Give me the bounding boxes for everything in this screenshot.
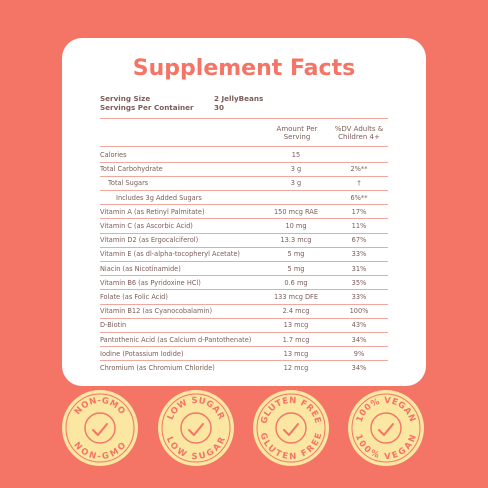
divider xyxy=(100,146,388,147)
badge-inner xyxy=(84,412,116,444)
nutrient-name: Pantothenic Acid (as Calcium d-Pantothen… xyxy=(100,335,252,344)
nutrient-name: Niacin (as Nicotinamide) xyxy=(100,264,181,273)
amount: 133 mcg DFE xyxy=(273,293,319,301)
facts-card xyxy=(62,38,426,386)
amount: 15 xyxy=(291,151,301,159)
badge-inner xyxy=(180,412,212,444)
divider xyxy=(100,289,388,291)
title: Supplement Facts xyxy=(132,56,356,81)
divider xyxy=(100,232,388,234)
badge-ring xyxy=(161,393,231,463)
nutrient-name: Vitamin E (as dl-alpha-tocopheryl Acetat… xyxy=(100,250,240,259)
badge-icon xyxy=(92,423,108,436)
divider xyxy=(100,246,388,248)
badge xyxy=(62,390,138,466)
badge-icon xyxy=(188,423,204,436)
badge xyxy=(253,390,329,466)
nutrient-name: Vitamin C (as Ascorbic Acid) xyxy=(100,222,193,230)
amount: 3 g xyxy=(290,179,302,188)
daily-value: 67% xyxy=(351,236,367,245)
badge-icon xyxy=(378,423,394,436)
divider xyxy=(100,275,388,277)
badge xyxy=(158,390,234,466)
nutrient-name: Folate (as Folic Acid) xyxy=(100,293,168,301)
nutrient-name: Chromium (as Chromium Chloride) xyxy=(100,364,215,372)
daily-value: 17% xyxy=(351,207,367,216)
divider xyxy=(100,118,388,119)
daily-value: 6%** xyxy=(350,193,368,202)
nutrient-name: Vitamin B6 (as Pyridoxine HCl) xyxy=(100,278,201,287)
amount: 0.6 mg xyxy=(284,278,308,287)
divider xyxy=(100,317,388,319)
daily-value: 34% xyxy=(351,335,367,344)
daily-value: 35% xyxy=(351,278,367,287)
column-header: %DV Adults & Children 4+ xyxy=(334,125,384,141)
serving-label: Serving Size xyxy=(100,94,151,103)
nutrient-name: Includes 3g Added Sugars xyxy=(116,193,202,202)
divider xyxy=(100,360,388,362)
serving-value: 30 xyxy=(214,103,225,112)
serving-value: 2 JellyBeans xyxy=(214,94,264,103)
badge-inner xyxy=(275,412,307,444)
nutrient-name: Vitamin B12 (as Cyanocobalamin) xyxy=(100,307,213,316)
amount: 13 mcg xyxy=(283,321,309,330)
daily-value: 43% xyxy=(351,321,367,330)
nutrient-name: Vitamin A (as Retinyl Palmitate) xyxy=(100,207,205,216)
badge-ring xyxy=(65,393,135,463)
divider xyxy=(100,189,388,191)
nutrient-name: D-Biotin xyxy=(100,321,127,330)
daily-value: 31% xyxy=(351,264,367,273)
badge xyxy=(348,390,424,466)
amount: 1.7 mcg xyxy=(282,335,310,344)
amount: 10 mg xyxy=(285,222,307,230)
nutrient-name: Calories xyxy=(100,151,127,159)
badge-icon xyxy=(283,423,299,436)
amount: 5 mg xyxy=(287,250,305,259)
amount: 150 mcg RAE xyxy=(273,207,318,216)
daily-value: 9% xyxy=(353,349,365,358)
column-header: Amount Per Serving xyxy=(276,125,318,141)
amount: 5 mg xyxy=(287,264,305,273)
divider xyxy=(100,161,388,163)
daily-value: 33% xyxy=(351,293,367,301)
divider xyxy=(100,303,388,305)
badge-ring xyxy=(351,393,421,463)
daily-value: 11% xyxy=(351,222,367,230)
amount: 13.3 mcg xyxy=(280,236,312,245)
daily-value: 100% xyxy=(349,307,369,316)
nutrient-name: Iodine (Potassium Iodide) xyxy=(100,349,184,358)
daily-value: † xyxy=(357,179,361,188)
badge-ring xyxy=(256,393,326,463)
badge-inner xyxy=(370,412,402,444)
divider xyxy=(100,175,388,177)
divider xyxy=(100,331,388,333)
amount: 13 mcg xyxy=(283,349,309,358)
daily-value: 34% xyxy=(351,364,367,372)
amount: 12 mcg xyxy=(283,364,309,372)
divider xyxy=(100,204,388,206)
amount: 3 g xyxy=(290,165,302,174)
divider xyxy=(100,260,388,262)
nutrient-name: Vitamin D2 (as Ergocalciferol) xyxy=(100,236,199,245)
serving-label: Servings Per Container xyxy=(100,103,194,112)
nutrient-name: Total Sugars xyxy=(108,179,149,188)
divider xyxy=(100,346,388,348)
divider xyxy=(100,218,388,220)
amount: 2.4 mcg xyxy=(282,307,310,316)
daily-value: 2%** xyxy=(350,165,368,174)
daily-value: 33% xyxy=(351,250,367,259)
nutrient-name: Total Carbohydrate xyxy=(100,165,163,174)
